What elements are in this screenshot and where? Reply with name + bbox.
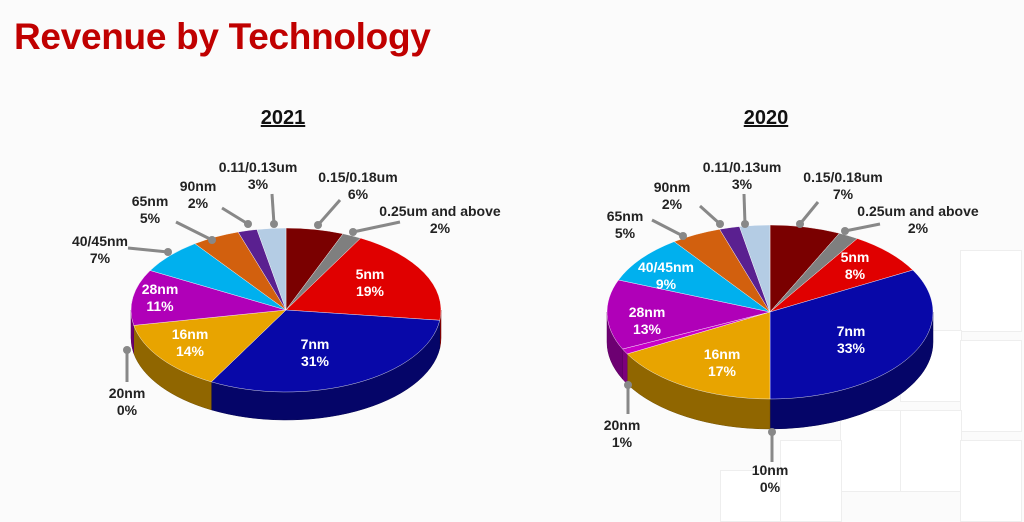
leader-dot (314, 221, 322, 229)
slice-label-category: 28nm (629, 304, 666, 320)
slice-label-value: 7% (833, 186, 854, 202)
leader-dot (624, 381, 632, 389)
slice-label-value: 17% (708, 363, 737, 379)
pie-slice-16nm (133, 309, 287, 383)
leader-dot (270, 220, 278, 228)
slice-label-category: 90nm (654, 179, 691, 195)
chart-title: 2021 (261, 107, 306, 129)
pie-slice-40/45nm (618, 241, 771, 313)
slice-label-value: 14% (176, 343, 205, 359)
leader-dot (841, 227, 849, 235)
slice-label-value: 2% (430, 220, 451, 236)
slice-label-category: 16nm (704, 346, 741, 362)
pie-slice-0.11/0.13um (739, 224, 771, 313)
slice-label-category: 7nm (837, 323, 866, 339)
slice-label-value: 2% (662, 196, 683, 212)
slice-label-value: 7% (90, 250, 111, 266)
slice-label-value: 13% (633, 321, 662, 337)
background-square (900, 410, 962, 492)
leader-line (175, 220, 213, 242)
slice-label-category: 40/45nm (638, 259, 694, 275)
background-square (780, 440, 842, 522)
background-square (960, 250, 1022, 332)
leader-line (798, 201, 820, 225)
slice-label-value: 5% (140, 210, 161, 226)
slice-label-category: 10nm (752, 462, 789, 478)
slice-label-value: 5% (615, 225, 636, 241)
pie-slice-7nm (210, 309, 441, 393)
slice-label-category: 16nm (172, 326, 209, 342)
slice-label-category: 0.15/0.18um (803, 169, 882, 185)
slice-label-category: 0.25um and above (857, 203, 979, 219)
slice-label-value: 3% (248, 176, 269, 192)
slice-label-value: 0% (760, 479, 781, 495)
pie-slice-28nm (130, 270, 287, 326)
slice-label-category: 7nm (301, 336, 330, 352)
leader-dot (208, 236, 216, 244)
slice-label-value: 6% (348, 186, 369, 202)
slice-label-category: 20nm (604, 417, 641, 433)
slice-label-category: 5nm (841, 249, 870, 265)
slice-label-value: 1% (612, 434, 633, 450)
leader-dot (349, 228, 357, 236)
leader-line (698, 204, 722, 226)
slice-label-category: 0.15/0.18um (318, 169, 397, 185)
background-square (960, 340, 1022, 432)
slice-label-category: 90nm (180, 178, 217, 194)
slice-label-category: 20nm (109, 385, 146, 401)
leader-line (127, 246, 169, 254)
slice-label-category: 65nm (132, 193, 169, 209)
leader-dot (123, 346, 131, 354)
leader-dot (741, 220, 749, 228)
leader-dot (796, 220, 804, 228)
slice-label-category: 0.25um and above (379, 203, 501, 219)
slice-label-value: 8% (845, 266, 866, 282)
leader-line (316, 199, 342, 226)
slice-label-value: 33% (837, 340, 866, 356)
leader-dot (716, 220, 724, 228)
pie-side-20nm (622, 348, 628, 385)
leader-line (844, 222, 881, 233)
leader-dot (244, 220, 252, 228)
slice-label-category: 0.11/0.13um (703, 159, 782, 175)
leader-line (352, 220, 401, 234)
slice-label-value: 11% (146, 298, 174, 314)
leader-line (270, 193, 276, 225)
leader-line (651, 218, 684, 238)
slice-label-value: 0% (117, 402, 138, 418)
slice-label-category: 5nm (356, 266, 385, 282)
pie-slice-7nm (769, 269, 934, 400)
slice-label-value: 19% (356, 283, 385, 299)
slice-label-category: 65nm (607, 208, 644, 224)
slice-label-value: 2% (908, 220, 929, 236)
pie-slice-28nm (606, 279, 771, 350)
slice-label-value: 9% (656, 276, 677, 292)
leader-line (742, 193, 747, 225)
slice-label-value: 31% (301, 353, 330, 369)
pie-slice-5nm (285, 237, 442, 321)
page-title: Revenue by Technology (14, 16, 431, 57)
slice-label-category: 40/45nm (72, 233, 128, 249)
chart-title: 2020 (744, 107, 789, 129)
leader-line (221, 206, 249, 226)
leader-dot (679, 232, 687, 240)
slice-label-value: 3% (732, 176, 753, 192)
background-square (960, 440, 1022, 522)
pie-slice-0.11/0.13um (256, 227, 287, 311)
slice-label-value: 2% (188, 195, 209, 211)
leader-dot (768, 428, 776, 436)
slice-label-category: 0.11/0.13um (219, 159, 298, 175)
leader-dot (164, 248, 172, 256)
slice-label-category: 28nm (142, 281, 179, 297)
pie-slice-16nm (626, 311, 771, 400)
